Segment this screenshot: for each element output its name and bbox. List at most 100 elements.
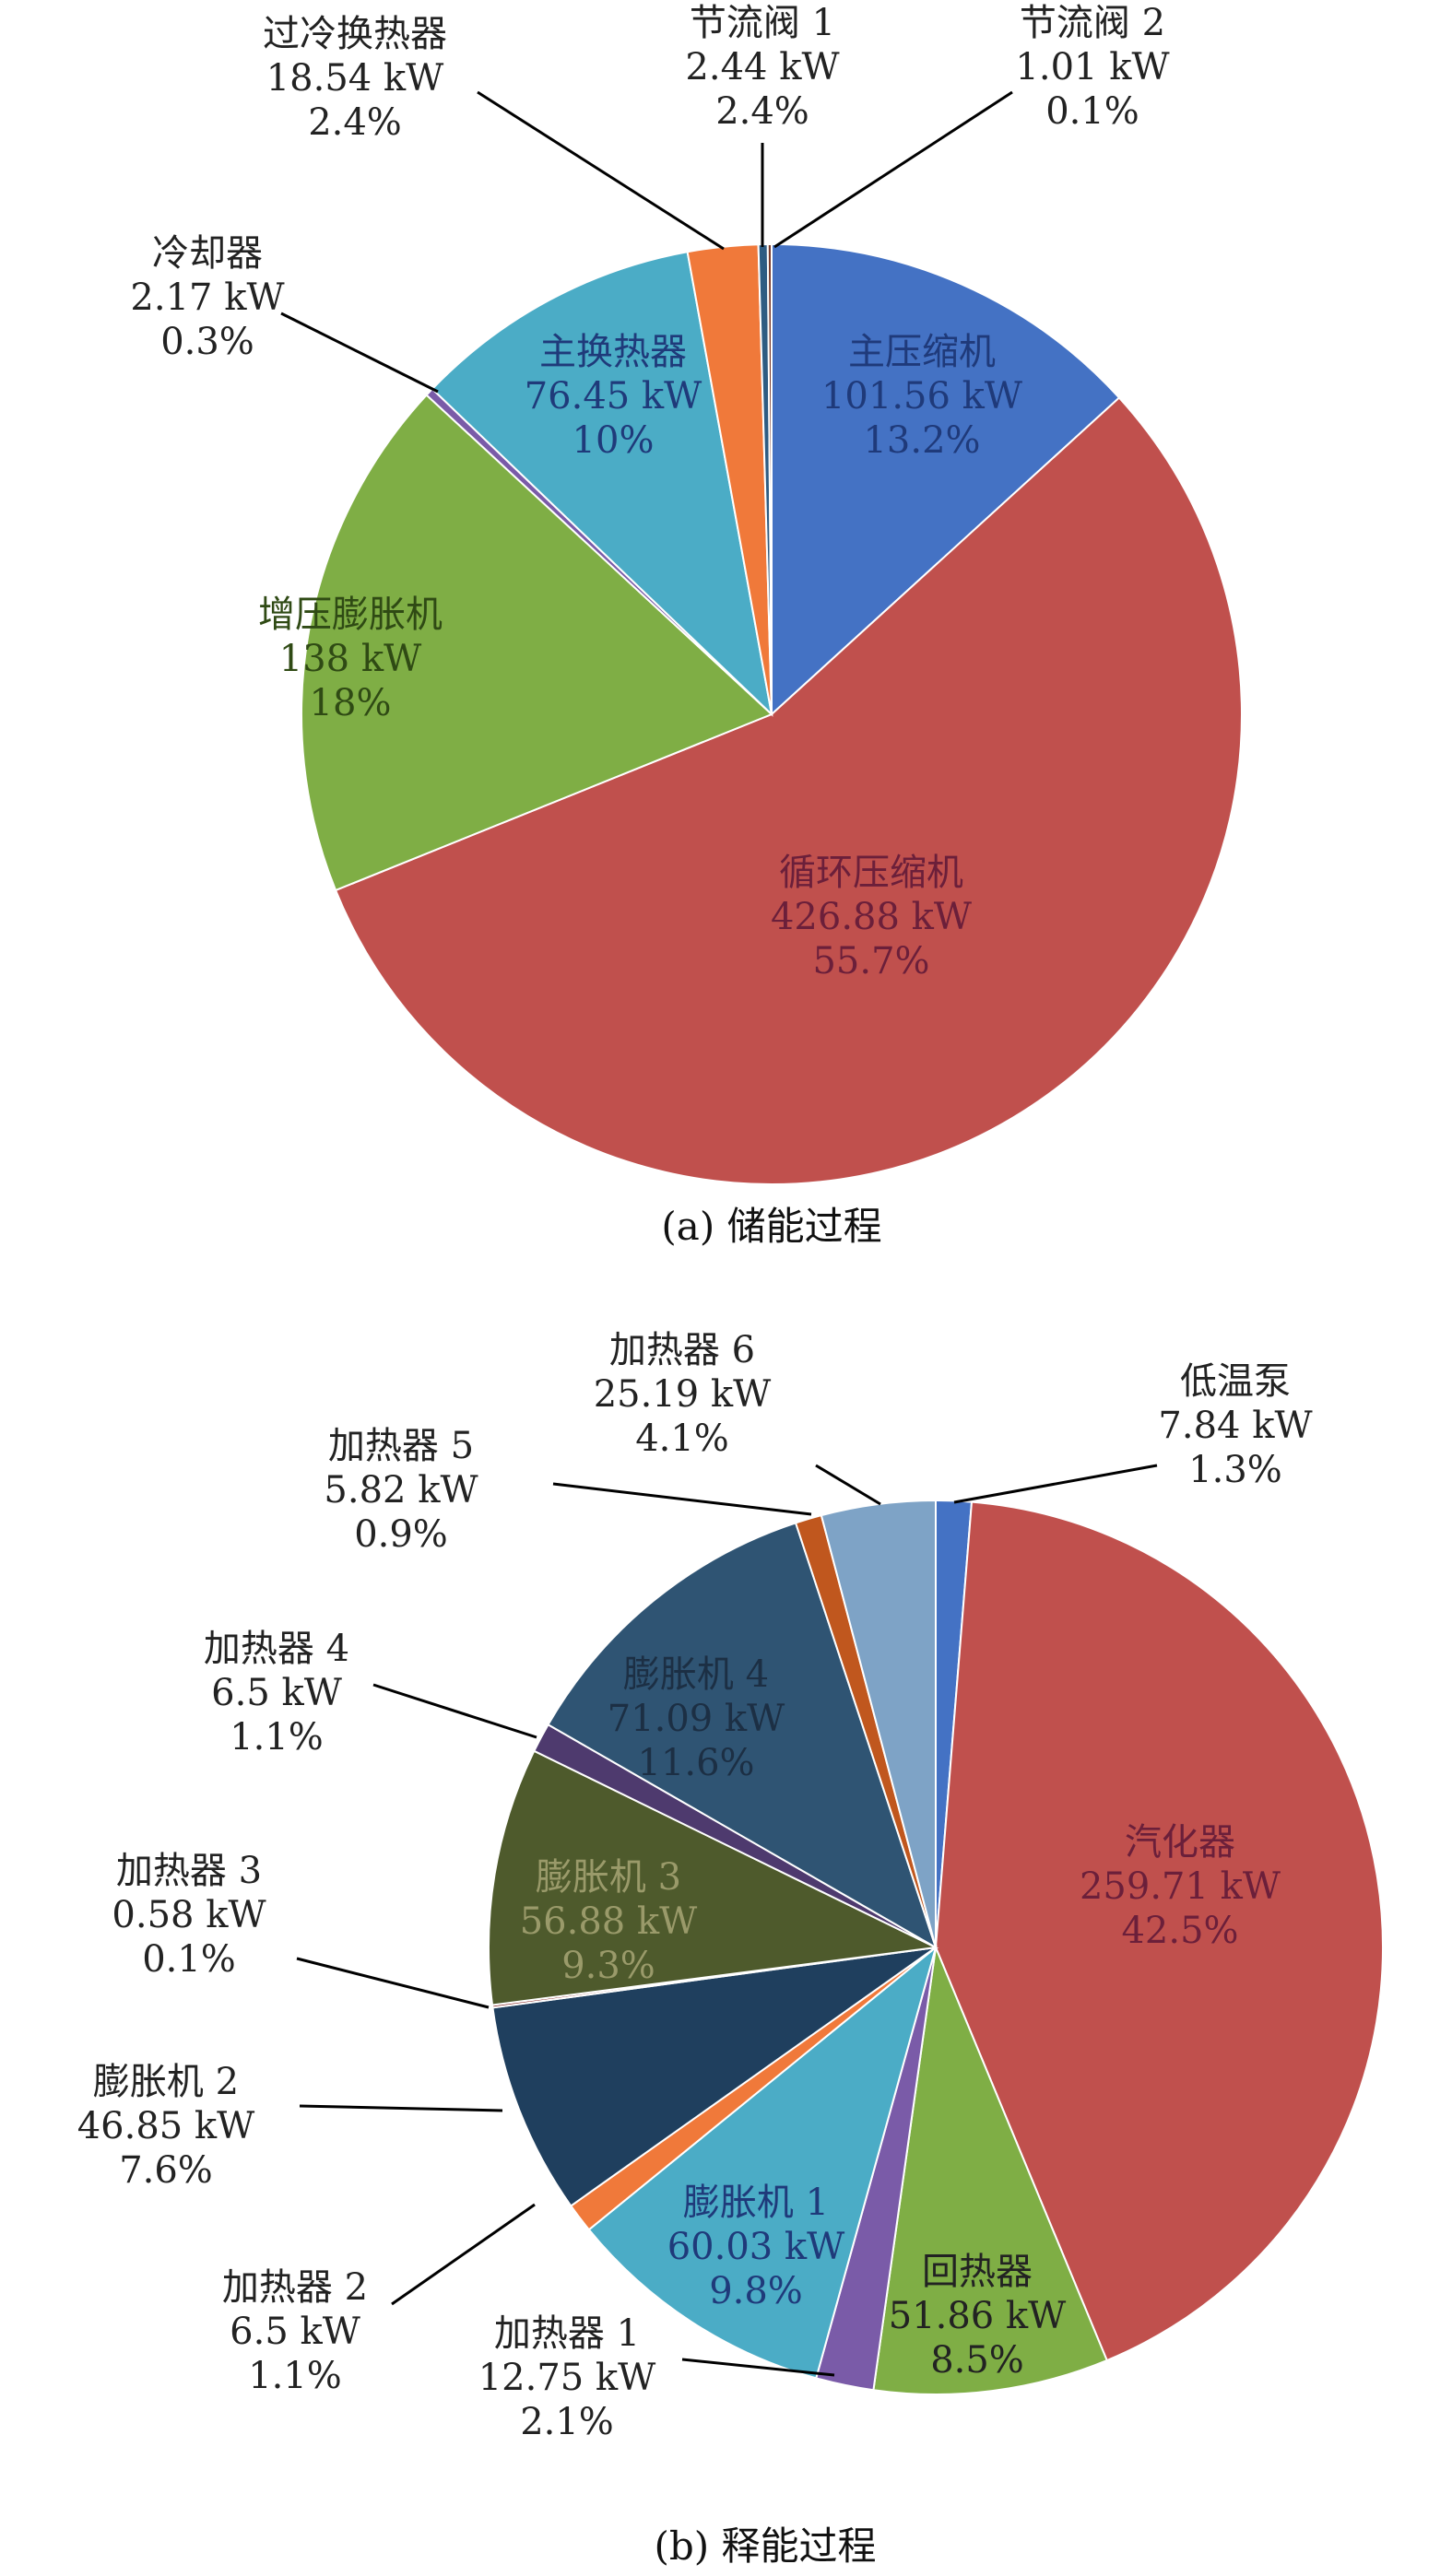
slice-label-膨胀机-1: 膨胀机 1 60.03 kW 9.8% [667,2182,845,2312]
slice-value: 18.54 kW [266,57,444,100]
slice-value: 12.75 kW [478,2357,656,2399]
slice-name: 膨胀机 4 [623,1653,769,1696]
slice-name: 增压膨胀机 [258,594,443,636]
chart-caption-a: (a) 储能过程 [661,1204,881,1249]
slice-percent: 2.4% [308,101,402,144]
slice-value: 51.86 kW [889,2295,1067,2337]
slice-value: 6.5 kW [230,2311,360,2353]
slice-name: 主压缩机 [848,331,996,373]
slice-name: 循环压缩机 [779,852,963,894]
leader-line-加热器-4 [372,1683,537,1739]
slice-percent: 55.7% [812,940,929,982]
chart-caption-b: (b) 释能过程 [654,2523,876,2569]
slice-label-汽化器: 汽化器 259.71 kW 42.5% [1080,1821,1281,1952]
slice-value: 1.01 kW [1015,46,1169,88]
leader-line-加热器-2 [391,2203,536,2306]
slice-value: 76.45 kW [525,375,702,418]
pie-slice-汽化器 [934,1500,1384,2362]
slice-percent: 42.5% [1121,1910,1238,1952]
slice-name: 节流阀 1 [690,2,835,44]
pie-slice-增压膨胀机 [301,394,773,892]
slice-value: 46.85 kW [77,2105,255,2147]
slice-value: 0.58 kW [112,1894,266,1936]
slice-label-加热器-2: 加热器 2 6.5 kW 1.1% [222,2266,368,2397]
slice-label-节流阀-2: 节流阀 2 1.01 kW 0.1% [1015,2,1169,133]
slice-label-加热器-5: 加热器 5 5.82 kW 0.9% [324,1425,478,1556]
slice-name: 节流阀 2 [1020,2,1165,44]
slice-label-增压膨胀机: 增压膨胀机 138 kW 18% [258,594,443,724]
slice-percent: 9.8% [709,2270,803,2312]
slice-name: 膨胀机 1 [683,2182,829,2224]
slice-value: 259.71 kW [1080,1865,1281,1908]
pie-slice-膨胀机-4 [547,1522,938,1950]
slice-name: 过冷换热器 [263,13,447,55]
slice-value: 138 kW [279,638,421,680]
slice-percent: 1.1% [230,1716,324,1759]
slice-value: 6.5 kW [211,1672,342,1714]
slice-name: 加热器 4 [204,1628,349,1670]
slice-percent: 13.2% [863,419,980,462]
slice-value: 7.84 kW [1158,1405,1312,1447]
slice-percent: 11.6% [637,1742,754,1784]
slice-percent: 8.5% [930,2339,1024,2382]
slice-label-加热器-4: 加热器 4 6.5 kW 1.1% [204,1628,349,1759]
slice-name: 主换热器 [539,331,687,373]
leader-line-加热器-5 [552,1482,812,1516]
slice-percent: 2.1% [520,2401,614,2443]
slice-value: 5.82 kW [324,1469,478,1511]
slice-name: 回热器 [922,2251,1033,2293]
slice-label-过冷换热器: 过冷换热器 18.54 kW 2.4% [263,13,447,144]
pie-labels: 主压缩机 101.56 kW 13.2% 循环压缩机 426.88 kW 55.7% 增压膨… [130,2,1169,982]
slice-percent: 0.3% [160,321,254,363]
slice-value: 426.88 kW [771,896,972,938]
slice-label-节流阀-1: 节流阀 1 2.44 kW 2.4% [685,2,839,133]
slice-label-膨胀机-2: 膨胀机 2 46.85 kW 7.6% [77,2061,255,2192]
pie-chart-release: 低温泵 7.84 kW 1.3% 汽化器 259.71 kW 42.5% 回热器 51.86 … [77,1329,1384,2569]
pie-slice-循环压缩机 [334,396,1244,1185]
leader-line-过冷换热器 [477,90,725,251]
slice-percent: 0.9% [354,1513,448,1556]
slice-name: 加热器 2 [222,2266,368,2309]
slice-percent: 1.3% [1188,1449,1282,1491]
slice-label-主换热器: 主换热器 76.45 kW 10% [525,331,702,462]
leader-line-节流阀-2 [773,90,1013,249]
slice-percent: 7.6% [119,2149,213,2192]
slice-value: 25.19 kW [594,1373,772,1416]
leader-line-冷却器 [280,312,439,394]
slice-name: 冷却器 [152,232,263,275]
slice-percent: 9.3% [561,1945,655,1987]
slice-percent: 2.4% [715,90,809,133]
slice-label-加热器-1: 加热器 1 12.75 kW 2.1% [478,2312,656,2443]
leader-line-加热器-1 [681,2358,835,2377]
slice-value: 2.44 kW [685,46,839,88]
slice-value: 60.03 kW [667,2226,845,2268]
slice-value: 101.56 kW [821,375,1022,418]
slice-name: 汽化器 [1125,1821,1235,1864]
pie-slices [301,242,1244,1185]
slice-percent: 4.1% [635,1417,729,1460]
leader-line-膨胀机-2 [299,2104,503,2112]
slice-label-加热器-6: 加热器 6 25.19 kW 4.1% [594,1329,772,1460]
pie-labels: 低温泵 7.84 kW 1.3% 汽化器 259.71 kW 42.5% 回热器 51.86 … [77,1329,1313,2443]
slice-label-主压缩机: 主压缩机 101.56 kW 13.2% [821,331,1022,462]
slice-name: 膨胀机 2 [93,2061,239,2103]
leader-line-低温泵 [953,1464,1158,1504]
slice-percent: 10% [573,419,655,462]
slice-name: 加热器 3 [116,1850,262,1892]
pie-slice-回热器 [872,1944,1109,2396]
slice-name: 加热器 1 [494,2312,640,2355]
slice-percent: 0.1% [142,1938,236,1981]
slice-value: 71.09 kW [608,1698,785,1740]
slice-percent: 1.1% [248,2355,342,2397]
pie-slice-膨胀机-3 [488,1749,939,2006]
pie-slice-主换热器 [431,251,773,717]
slice-value: 56.88 kW [520,1900,698,1943]
slice-label-冷却器: 冷却器 2.17 kW 0.3% [130,232,284,363]
pie-chart-storage: 主压缩机 101.56 kW 13.2% 循环压缩机 426.88 kW 55.7% 增压膨… [130,2,1244,1249]
slice-percent: 18% [310,682,392,724]
slice-value: 2.17 kW [130,276,284,319]
pie-slices [488,1499,1384,2396]
pie-slice-主压缩机 [771,242,1121,717]
slice-name: 加热器 5 [328,1425,474,1467]
